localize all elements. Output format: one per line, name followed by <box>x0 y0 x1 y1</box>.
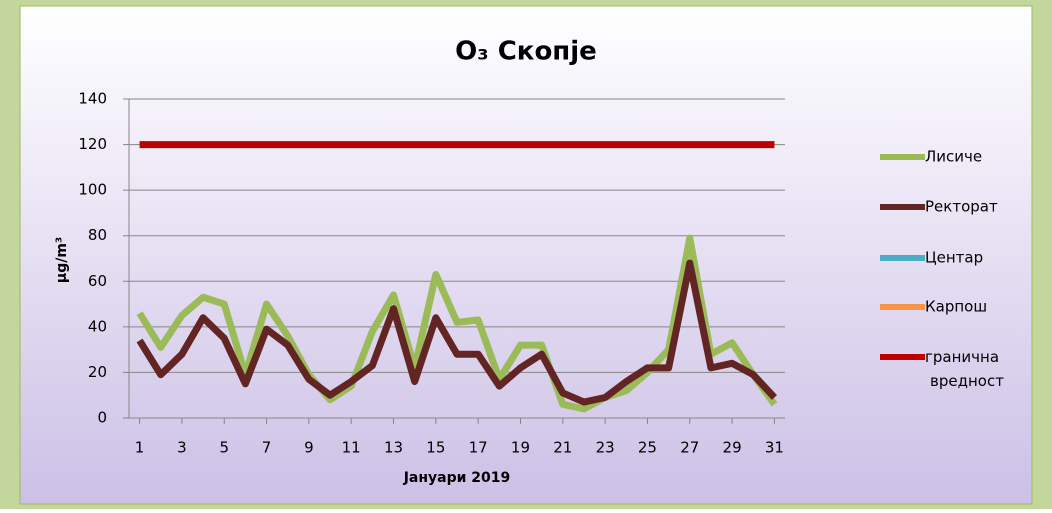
y-tick-label: 100 <box>78 181 107 199</box>
y-tick-label: 20 <box>88 363 107 381</box>
y-tick-label: 60 <box>88 272 107 290</box>
y-tick-label: 0 <box>97 409 107 427</box>
x-tick-label: 11 <box>342 439 361 457</box>
legend-label: Лисиче <box>925 148 982 166</box>
chart-title: O₃ Скопје <box>455 37 597 67</box>
x-tick-label: 9 <box>304 439 314 457</box>
y-tick-label: 80 <box>88 226 107 244</box>
x-tick-label: 31 <box>765 439 784 457</box>
x-tick-label: 19 <box>511 439 530 457</box>
x-tick-label: 29 <box>723 439 742 457</box>
legend-label: Ректорат <box>925 198 998 216</box>
legend-label: Центар <box>925 249 983 267</box>
line <box>136 259 777 406</box>
x-tick-label: 17 <box>469 439 488 457</box>
x-tick-label: 7 <box>262 439 272 457</box>
x-axis-label: Јануари 2019 <box>403 470 511 486</box>
legend-label: Карпош <box>925 298 987 316</box>
x-tick-label: 27 <box>680 439 699 457</box>
y-tick-label: 40 <box>88 317 107 335</box>
x-tick-label: 1 <box>135 439 145 457</box>
x-tick-label: 15 <box>426 439 445 457</box>
x-tick-label: 25 <box>638 439 657 457</box>
legend-label: гранична вредност <box>925 348 1004 390</box>
x-tick-label: 23 <box>596 439 615 457</box>
x-tick-label: 3 <box>177 439 187 457</box>
x-tick-label: 5 <box>219 439 229 457</box>
y-axis-label: μg/m³ <box>54 237 70 283</box>
panel <box>19 5 1033 505</box>
x-tick-label: 21 <box>553 439 572 457</box>
y-tick-label: 140 <box>78 90 107 108</box>
y-tick-label: 120 <box>78 135 107 153</box>
x-tick-label: 13 <box>384 439 403 457</box>
